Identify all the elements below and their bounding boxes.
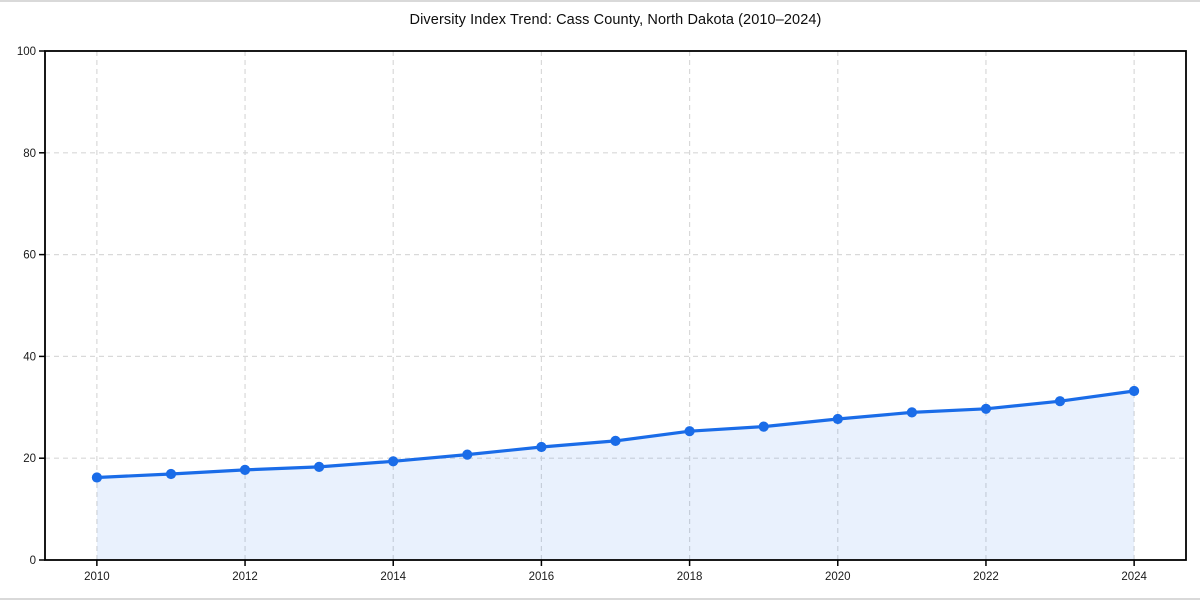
x-tick-label: 2010 — [84, 571, 110, 583]
area-fill — [96, 391, 1135, 560]
data-point — [684, 426, 695, 437]
y-tick-label: 80 — [23, 148, 36, 160]
x-tick-label: 2020 — [825, 571, 851, 583]
data-point — [1129, 385, 1140, 397]
x-tick-label: 2022 — [973, 571, 999, 583]
data-point — [832, 413, 843, 425]
x-tick-label: 2012 — [232, 571, 258, 583]
x-tick-label: 2016 — [529, 571, 555, 583]
data-point — [239, 464, 251, 475]
data-point — [1054, 396, 1066, 407]
data-point — [758, 421, 769, 432]
y-tick-label: 0 — [30, 555, 36, 567]
x-tick-label: 2024 — [1121, 571, 1147, 583]
data-point — [536, 441, 547, 453]
y-tick-label: 40 — [23, 351, 36, 363]
data-point — [980, 403, 992, 414]
data-point — [610, 435, 621, 446]
bottom-border — [0, 598, 1200, 600]
top-border — [0, 0, 1200, 2]
y-tick-label: 20 — [23, 453, 36, 465]
data-point — [388, 456, 399, 467]
data-point — [462, 449, 473, 460]
plot-border — [44, 50, 1187, 561]
data-point — [314, 461, 325, 472]
y-tick-label: 60 — [23, 250, 36, 262]
data-point — [165, 468, 177, 480]
chart-title: Diversity Index Trend: Cass County, Nort… — [409, 12, 822, 28]
y-tick-label: 100 — [17, 46, 36, 58]
x-tick-label: 2018 — [677, 571, 703, 583]
data-point — [91, 472, 102, 483]
x-tick-label: 2014 — [380, 571, 406, 583]
data-point — [906, 407, 918, 418]
